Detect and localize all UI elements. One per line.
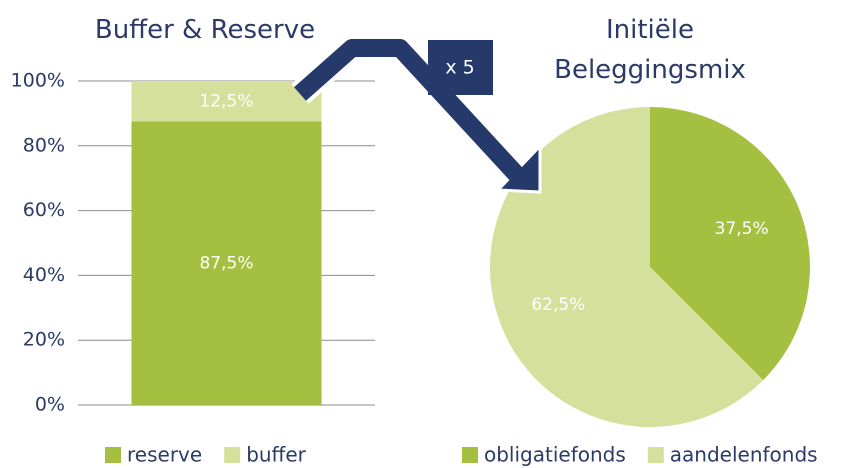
- data-label: 12,5%: [199, 91, 253, 111]
- y-tick-label: 60%: [23, 199, 65, 221]
- data-label: 37,5%: [715, 219, 769, 239]
- legend-swatch: [462, 447, 478, 463]
- pie-slice: [490, 107, 764, 427]
- legend-label: obligatiefonds: [484, 443, 626, 467]
- y-tick-label: 0%: [35, 394, 65, 416]
- legend-label: reserve: [127, 443, 202, 467]
- y-tick-label: 100%: [11, 70, 65, 92]
- pie-slice: [650, 107, 810, 381]
- legend-swatch: [224, 447, 241, 463]
- bar-segment: [131, 121, 322, 405]
- y-tick-label: 40%: [23, 264, 65, 286]
- legend-label: aandelenfonds: [670, 443, 818, 467]
- bar-segment: [131, 81, 322, 122]
- data-label: 87,5%: [199, 253, 253, 273]
- legend-swatch: [105, 447, 121, 463]
- data-label: 62,5%: [531, 295, 585, 315]
- marks: 0% 20% 40% 60% 80% 100% 87,5% 12,5% reserve buffe…: [11, 70, 818, 467]
- legend-label: buffer: [246, 443, 306, 467]
- y-tick-label: 20%: [23, 329, 65, 351]
- y-tick-label: 80%: [23, 134, 65, 156]
- annotation: x 5: [445, 57, 474, 79]
- annotation-box: [428, 40, 493, 95]
- arrow-body: [294, 39, 523, 181]
- arrow: x 5: [291, 35, 542, 194]
- bar-title: Buffer & Reserve: [94, 15, 316, 45]
- pie-title: Initiële Beleggingsmix: [554, 15, 746, 85]
- legend-swatch: [647, 447, 664, 463]
